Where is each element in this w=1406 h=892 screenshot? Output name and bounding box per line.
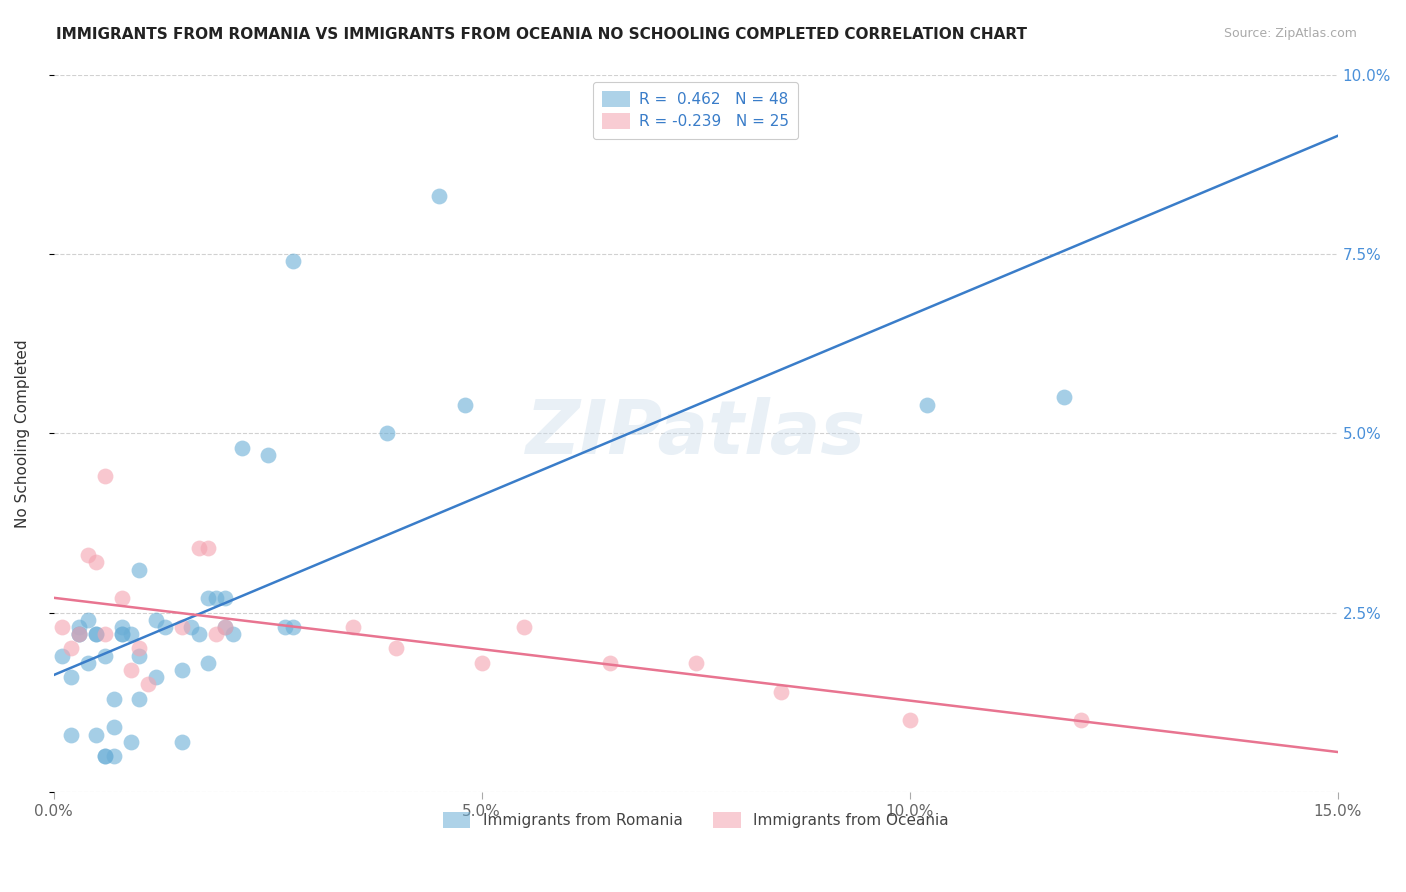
Y-axis label: No Schooling Completed: No Schooling Completed bbox=[15, 339, 30, 527]
Point bbox=[205, 627, 228, 641]
Point bbox=[86, 555, 108, 569]
Point bbox=[120, 663, 142, 677]
Point bbox=[197, 656, 219, 670]
Point bbox=[197, 591, 219, 606]
Point bbox=[128, 648, 150, 663]
Point bbox=[94, 648, 117, 663]
Point bbox=[103, 749, 125, 764]
Point bbox=[111, 627, 134, 641]
Point bbox=[59, 728, 82, 742]
Point bbox=[1070, 713, 1092, 727]
Point bbox=[94, 627, 117, 641]
Point bbox=[377, 426, 399, 441]
Point bbox=[59, 641, 82, 656]
Point bbox=[188, 627, 211, 641]
Point bbox=[471, 656, 494, 670]
Point bbox=[915, 398, 938, 412]
Point bbox=[1053, 390, 1076, 404]
Point bbox=[120, 735, 142, 749]
Point bbox=[128, 563, 150, 577]
Point bbox=[205, 591, 228, 606]
Point bbox=[120, 627, 142, 641]
Legend: Immigrants from Romania, Immigrants from Oceania: Immigrants from Romania, Immigrants from… bbox=[437, 806, 955, 835]
Point bbox=[283, 254, 305, 268]
Text: ZIPatlas: ZIPatlas bbox=[526, 397, 866, 470]
Point bbox=[214, 620, 236, 634]
Point bbox=[145, 613, 167, 627]
Point bbox=[685, 656, 707, 670]
Point bbox=[67, 620, 90, 634]
Point bbox=[86, 627, 108, 641]
Point bbox=[283, 620, 305, 634]
Point bbox=[59, 670, 82, 684]
Point bbox=[103, 720, 125, 734]
Point bbox=[231, 441, 253, 455]
Point bbox=[427, 189, 450, 203]
Point bbox=[180, 620, 202, 634]
Point bbox=[170, 735, 193, 749]
Point bbox=[111, 591, 134, 606]
Point bbox=[76, 613, 98, 627]
Point bbox=[67, 627, 90, 641]
Point bbox=[188, 541, 211, 555]
Point bbox=[599, 656, 621, 670]
Point bbox=[128, 691, 150, 706]
Text: Source: ZipAtlas.com: Source: ZipAtlas.com bbox=[1223, 27, 1357, 40]
Point bbox=[86, 728, 108, 742]
Point bbox=[453, 398, 475, 412]
Point bbox=[94, 749, 117, 764]
Point bbox=[67, 627, 90, 641]
Point bbox=[128, 641, 150, 656]
Text: IMMIGRANTS FROM ROMANIA VS IMMIGRANTS FROM OCEANIA NO SCHOOLING COMPLETED CORREL: IMMIGRANTS FROM ROMANIA VS IMMIGRANTS FR… bbox=[56, 27, 1028, 42]
Point bbox=[342, 620, 364, 634]
Point bbox=[111, 620, 134, 634]
Point bbox=[94, 749, 117, 764]
Point bbox=[86, 627, 108, 641]
Point bbox=[214, 620, 236, 634]
Point bbox=[103, 691, 125, 706]
Point bbox=[136, 677, 159, 691]
Point bbox=[67, 627, 90, 641]
Point bbox=[770, 684, 793, 698]
Point bbox=[94, 469, 117, 483]
Point bbox=[274, 620, 297, 634]
Point bbox=[111, 627, 134, 641]
Point bbox=[256, 448, 278, 462]
Point bbox=[898, 713, 921, 727]
Point bbox=[51, 648, 73, 663]
Point bbox=[222, 627, 245, 641]
Point bbox=[170, 620, 193, 634]
Point bbox=[145, 670, 167, 684]
Point bbox=[385, 641, 408, 656]
Point bbox=[170, 663, 193, 677]
Point bbox=[197, 541, 219, 555]
Point bbox=[153, 620, 176, 634]
Point bbox=[76, 656, 98, 670]
Point bbox=[513, 620, 536, 634]
Point bbox=[51, 620, 73, 634]
Point bbox=[76, 548, 98, 562]
Point bbox=[214, 591, 236, 606]
